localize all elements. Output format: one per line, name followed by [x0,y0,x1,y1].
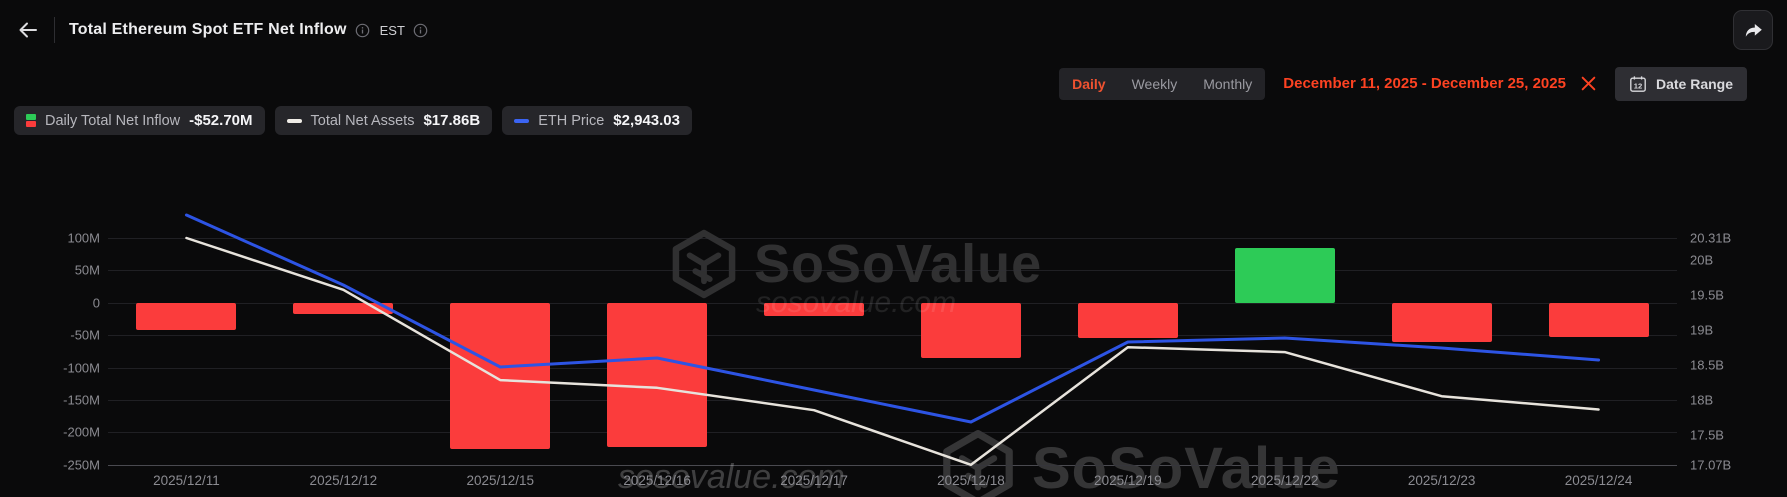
x-axis-tick: 2025/12/17 [780,473,848,488]
period-tabs: Daily Weekly Monthly [1059,67,1266,100]
gridline [108,464,1677,467]
page-title: Total Ethereum Spot ETF Net Inflow [69,21,347,38]
inflow-bar-2025/12/18[interactable] [920,302,1021,358]
gridline [108,400,1677,401]
daterange-wrap: December 11, 2025 - December 25, 2025 [1283,75,1597,92]
left-axis-tick: 100M [67,230,100,246]
chart-legend: Daily Total Net Inflow -$52.70M Total Net … [14,106,692,135]
header: Total Ethereum Spot ETF Net Inflow EST [0,0,1787,60]
legend-item-eth-price[interactable]: ETH Price $2,943.03 [502,106,692,135]
header-divider [54,17,55,43]
daterange-text: December 11, 2025 - December 25, 2025 [1283,75,1566,92]
left-axis-tick: 50M [74,262,100,278]
x-axis-tick: 2025/12/15 [466,473,535,488]
legend-value: -$52.70M [189,112,253,129]
inflow-bar-2025/12/12[interactable] [293,302,394,315]
timezone-info-icon[interactable] [413,23,428,38]
back-arrow-icon [19,22,37,38]
gridline [108,335,1677,337]
right-axis-tick: 19B [1690,322,1714,338]
line-series-layer [184,213,1601,467]
inflow-bar-2025/12/16[interactable] [607,302,708,448]
x-axis-tick: 2025/12/22 [1250,473,1319,488]
inflow-bar-2025/12/15[interactable] [450,302,551,449]
legend-value: $2,943.03 [613,112,680,129]
inflow-bar-2025/12/22[interactable] [1234,247,1335,303]
gridline [108,302,1677,304]
inflow-bar-2025/12/24[interactable] [1548,302,1649,337]
candle-icon [26,114,36,127]
x-axis-tick: 2025/12/23 [1407,473,1476,488]
right-axis-tick: 20.31B [1690,230,1732,246]
share-button[interactable] [1733,10,1773,50]
tab-daily[interactable]: Daily [1059,68,1118,100]
right-axis-tick: 18.5B [1690,357,1724,373]
clear-daterange-button[interactable] [1580,75,1597,92]
x-axis-tick: 2025/12/24 [1564,473,1633,488]
eth-price-line [184,213,1601,424]
right-axis-tick: 17.5B [1690,427,1724,443]
right-axis-tick: 17.07B [1690,457,1732,473]
back-button[interactable] [16,18,40,42]
tab-weekly[interactable]: Weekly [1119,68,1191,100]
x-axis-tick: 2025/12/12 [309,473,378,488]
legend-item-net-inflow[interactable]: Daily Total Net Inflow -$52.70M [14,106,265,135]
calendar-icon: 12 [1630,75,1646,92]
gridline [108,432,1677,434]
right-axis-tick: 20B [1690,252,1714,268]
timezone-label: EST [379,22,405,38]
title-info-icon[interactable] [355,23,370,38]
left-axis-tick: -200M [63,424,100,440]
left-axis-tick: -150M [63,392,100,408]
date-range-button-label: Date Range [1655,75,1733,92]
right-axis-tick: 18B [1690,392,1714,408]
inflow-bar-2025/12/17[interactable] [764,302,865,316]
x-axis-tick: 2025/12/16 [623,473,691,488]
share-icon [1745,23,1762,37]
close-icon [1581,76,1596,91]
x-axis-tick: 2025/12/11 [153,473,220,488]
left-axis-tick: -50M [70,327,100,343]
legend-label: Total Net Assets [310,112,415,129]
left-axis-tick: 0 [92,295,100,311]
gridline [108,238,1677,239]
right-axis-tick: 19.5B [1690,287,1724,303]
inflow-bar-2025/12/23[interactable] [1391,302,1492,342]
blue-dash-icon [514,118,530,123]
white-dash-icon [286,118,302,123]
chart-controls: Daily Weekly Monthly December 11, 2025 - D… [1059,66,1747,101]
gridline [108,270,1677,272]
left-axis-tick: -250M [63,457,100,473]
legend-value: $17.86B [423,112,481,129]
net-assets-line [185,236,1600,467]
legend-item-net-assets[interactable]: Total Net Assets $17.86B [274,106,493,135]
legend-label: ETH Price [538,112,605,129]
inflow-bar-2025/12/11[interactable] [136,302,237,330]
gridline [108,367,1677,369]
inflow-bar-2025/12/19[interactable] [1077,302,1178,339]
x-axis-tick: 2025/12/18 [937,473,1005,488]
svg-text:12: 12 [1634,81,1642,90]
date-range-button[interactable]: 12 Date Range [1614,66,1747,101]
x-axis-tick: 2025/12/19 [1094,473,1162,488]
left-axis-tick: -100M [63,360,100,376]
legend-label: Daily Total Net Inflow [45,112,181,129]
tab-monthly[interactable]: Monthly [1190,68,1265,100]
